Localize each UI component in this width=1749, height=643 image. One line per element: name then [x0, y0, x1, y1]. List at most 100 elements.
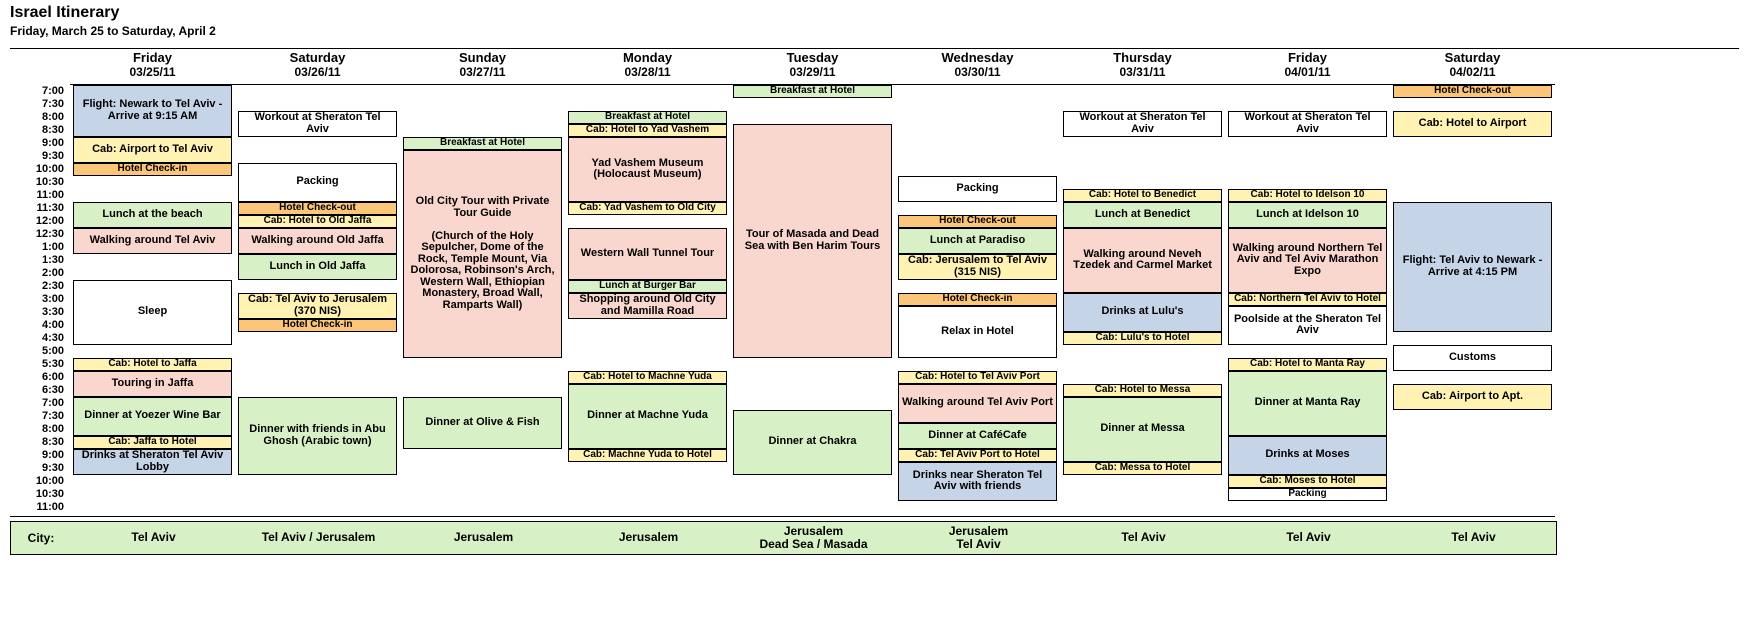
event-block: Shopping around Old City and Mamilla Roa… [568, 293, 727, 319]
event-block: Cab: Moses to Hotel [1228, 475, 1387, 488]
event-block: Cab: Airport to Tel Aviv [73, 137, 232, 163]
time-label: 1:00 [10, 241, 70, 254]
event-block: Breakfast at Hotel [403, 137, 562, 150]
city-cell: Jerusalem Tel Aviv [896, 522, 1061, 554]
time-label: 8:00 [10, 423, 70, 436]
event-block: Dinner at Olive & Fish [403, 397, 562, 449]
event-block: Drinks at Moses [1228, 436, 1387, 475]
event-block: Cab: Airport to Apt. [1393, 384, 1552, 410]
event-block: Cab: Jerusalem to Tel Aviv (315 NIS) [898, 254, 1057, 280]
event-block: Workout at Sheraton Tel Aviv [1228, 111, 1387, 137]
time-label: 4:30 [10, 332, 70, 345]
event-block: Cab: Machne Yuda to Hotel [568, 449, 727, 462]
time-label: 10:30 [10, 488, 70, 501]
day-header: Thursday03/31/11 [1060, 49, 1225, 84]
time-label: 10:30 [10, 176, 70, 189]
time-label: 5:30 [10, 358, 70, 371]
day-name: Monday [565, 51, 730, 66]
event-block: Tour of Masada and Dead Sea with Ben Har… [733, 124, 892, 358]
event-block: Lunch at Burger Bar [568, 280, 727, 293]
time-label: 7:30 [10, 410, 70, 423]
event-block: Lunch at Benedict [1063, 202, 1222, 228]
event-block: Cab: Northern Tel Aviv to Hotel [1228, 293, 1387, 306]
time-label: 6:30 [10, 384, 70, 397]
city-cell: Jerusalem Dead Sea / Masada [731, 522, 896, 554]
time-label: 11:00 [10, 189, 70, 202]
day-header: Friday03/25/11 [70, 49, 235, 84]
event-block: Lunch at Paradiso [898, 228, 1057, 254]
day-date: 04/01/11 [1225, 66, 1390, 80]
event-block: Walking around Northern Tel Aviv and Tel… [1228, 228, 1387, 293]
time-label: 12:00 [10, 215, 70, 228]
event-block: Dinner at Chakra [733, 410, 892, 475]
day-header: Saturday04/02/11 [1390, 49, 1555, 84]
event-block: Cab: Yad Vashem to Old City [568, 202, 727, 215]
event-block: Touring in Jaffa [73, 371, 232, 397]
day-date: 03/27/11 [400, 66, 565, 80]
event-block: Cab: Hotel to Manta Ray [1228, 358, 1387, 371]
time-label: 9:00 [10, 449, 70, 462]
time-label: 10:00 [10, 475, 70, 488]
day-name: Sunday [400, 51, 565, 66]
time-label: 12:30 [10, 228, 70, 241]
city-cell: Tel Aviv [71, 522, 236, 554]
day-column: Breakfast at HotelCab: Hotel to Yad Vash… [565, 85, 730, 514]
day-header: Wednesday03/30/11 [895, 49, 1060, 84]
event-block: Lunch at Idelson 10 [1228, 202, 1387, 228]
event-block: Cab: Hotel to Messa [1063, 384, 1222, 397]
day-name: Saturday [1390, 51, 1555, 66]
time-label: 6:00 [10, 371, 70, 384]
event-block: Cab: Hotel to Benedict [1063, 189, 1222, 202]
event-block: Lunch in Old Jaffa [238, 254, 397, 280]
event-block: Workout at Sheraton Tel Aviv [238, 111, 397, 137]
time-label: 9:30 [10, 150, 70, 163]
event-block: Packing [1228, 488, 1387, 501]
event-block: Drinks near Sheraton Tel Aviv with frien… [898, 462, 1057, 501]
time-label: 5:00 [10, 345, 70, 358]
time-label: 9:00 [10, 137, 70, 150]
time-label: 7:00 [10, 85, 70, 98]
page-subtitle: Friday, March 25 to Saturday, April 2 [10, 24, 1739, 38]
event-block: Yad Vashem Museum (Holocaust Museum) [568, 137, 727, 202]
time-label: 4:00 [10, 319, 70, 332]
day-date: 03/31/11 [1060, 66, 1225, 80]
day-header: Monday03/28/11 [565, 49, 730, 84]
day-name: Thursday [1060, 51, 1225, 66]
event-block: Dinner at CaféCafe [898, 423, 1057, 449]
day-column: Breakfast at HotelTour of Masada and Dea… [730, 85, 895, 514]
event-block: Cab: Tel Aviv to Jerusalem (370 NIS) [238, 293, 397, 319]
day-header-row: Friday03/25/11Saturday03/26/11Sunday03/2… [70, 49, 1739, 84]
event-block: Poolside at the Sheraton Tel Aviv [1228, 306, 1387, 345]
day-date: 03/28/11 [565, 66, 730, 80]
event-block: Hotel Check-out [238, 202, 397, 215]
event-block: Walking around Tel Aviv Port [898, 384, 1057, 423]
event-block: Cab: Lulu's to Hotel [1063, 332, 1222, 345]
time-label: 8:00 [10, 111, 70, 124]
day-header: Sunday03/27/11 [400, 49, 565, 84]
city-cell: Jerusalem [566, 522, 731, 554]
time-label: 3:00 [10, 293, 70, 306]
time-gutter: 7:007:308:008:309:009:3010:0010:3011:001… [10, 85, 70, 514]
event-block: Hotel Check-in [898, 293, 1057, 306]
day-column: Workout at Sheraton Tel Aviv Cab: Hotel t… [1225, 85, 1390, 514]
time-label: 2:30 [10, 280, 70, 293]
event-block: Cab: Hotel to Tel Aviv Port [898, 371, 1057, 384]
time-label: 7:00 [10, 397, 70, 410]
event-block: Flight: Tel Aviv to Newark - Arrive at 4… [1393, 202, 1552, 332]
event-block: Drinks at Sheraton Tel Aviv Lobby [73, 449, 232, 475]
event-block: Cab: Hotel to Idelson 10 [1228, 189, 1387, 202]
event-block: Hotel Check-out [1393, 85, 1552, 98]
time-label: 11:00 [10, 501, 70, 514]
event-block: Cab: Hotel to Machne Yuda [568, 371, 727, 384]
city-cell: Tel Aviv [1061, 522, 1226, 554]
day-date: 04/02/11 [1390, 66, 1555, 80]
event-block: Packing [898, 176, 1057, 202]
event-block: Cab: Hotel to Airport [1393, 111, 1552, 137]
time-label: 9:30 [10, 462, 70, 475]
event-block: Cab: Jaffa to Hotel [73, 436, 232, 449]
day-date: 03/29/11 [730, 66, 895, 80]
event-block: Walking around Tel Aviv [73, 228, 232, 254]
event-block: Walking around Neveh Tzedek and Carmel M… [1063, 228, 1222, 293]
day-column: Flight: Newark to Tel Aviv - Arrive at 9… [70, 85, 235, 514]
time-label: 2:00 [10, 267, 70, 280]
